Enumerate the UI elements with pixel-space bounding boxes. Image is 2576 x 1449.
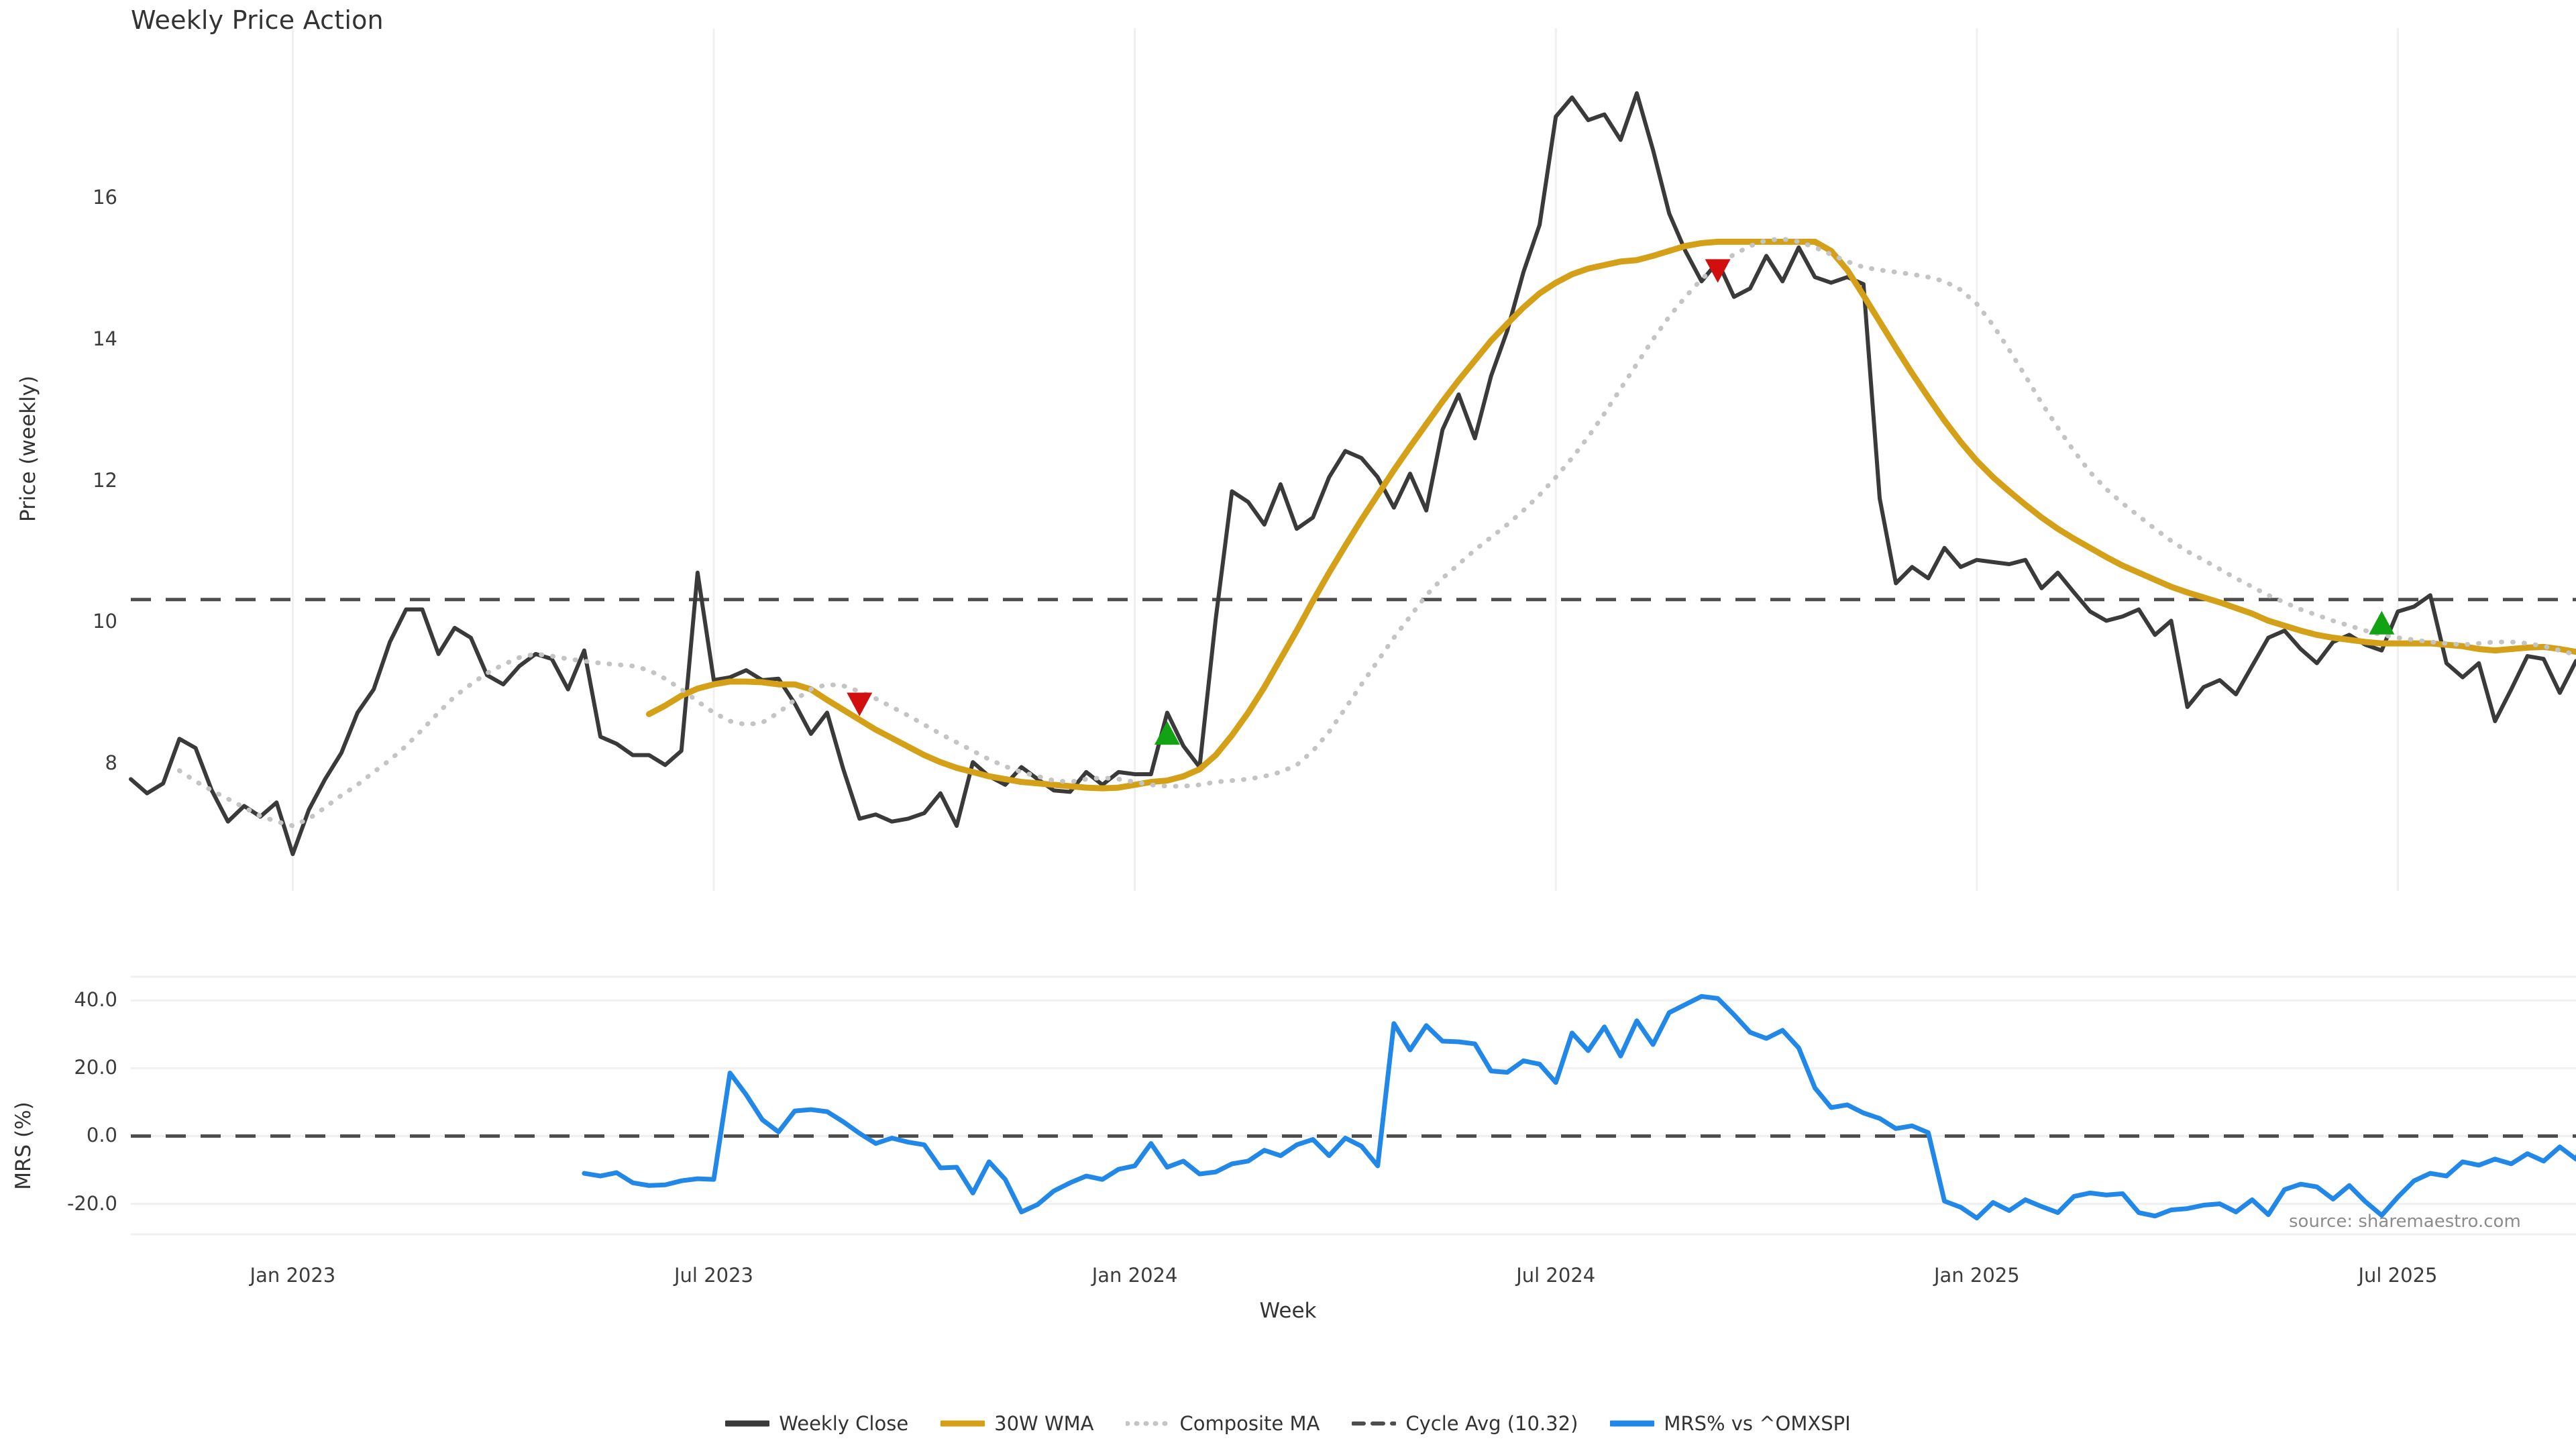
sell-marker-0 [847, 692, 873, 716]
price-panel-ytick-2: 12 [93, 468, 117, 492]
legend-swatch-icon [1352, 1415, 1397, 1432]
legend-swatch-icon [941, 1415, 985, 1432]
buy-marker-1 [1154, 720, 1180, 745]
price-panel-ytick-1: 10 [93, 610, 117, 633]
price-panel-ytick-3: 14 [93, 327, 117, 350]
chart-legend: Weekly Close 30W WMA Composite MA Cycle Avg… [0, 1412, 2576, 1435]
series-30w-wma [645, 238, 2576, 792]
series-mrs-vs-omxspi [582, 994, 2576, 1221]
buy-marker-3 [2369, 610, 2395, 635]
x-axis-label: Week [1259, 1299, 1317, 1323]
mrs-panel-ytick-1: 0.0 [86, 1124, 117, 1147]
legend-swatch-icon [1610, 1415, 1655, 1432]
legend-swatch-icon [1126, 1415, 1171, 1432]
legend-label: 30W WMA [994, 1412, 1094, 1435]
xtick-4: Jan 2025 [1933, 1264, 2020, 1287]
series-weekly-close [129, 91, 2576, 857]
source-watermark: source: sharemaestro.com [2289, 1212, 2521, 1232]
legend-swatch-icon [725, 1415, 770, 1432]
legend-label: Composite MA [1179, 1412, 1320, 1435]
legend-label: Weekly Close [779, 1412, 909, 1435]
legend-item-weekly-close[interactable]: Weekly Close [725, 1412, 908, 1435]
price-panel [129, 28, 2576, 891]
xtick-0: Jan 2023 [250, 1264, 336, 1287]
page-title: Weekly Price Action [131, 5, 384, 35]
xtick-5: Jul 2025 [2358, 1264, 2438, 1287]
mrs-panel [131, 975, 2576, 1236]
legend-label: MRS% vs ^OMXSPI [1664, 1412, 1851, 1435]
sell-marker-2 [1705, 259, 1731, 283]
legend-item-composite-ma[interactable]: Composite MA [1126, 1412, 1320, 1435]
mrs-panel-ytick-3: 40.0 [74, 988, 117, 1012]
series-composite-ma [176, 236, 2576, 828]
mrs-panel-ytick-2: 20.0 [74, 1056, 117, 1079]
legend-item-30w-wma[interactable]: 30W WMA [941, 1412, 1093, 1435]
price-panel-ytick-4: 16 [93, 185, 117, 209]
legend-item-mrs-vs-omxspi[interactable]: MRS% vs ^OMXSPI [1610, 1412, 1851, 1435]
legend-label: Cycle Avg (10.32) [1405, 1412, 1578, 1435]
price-axis-label: Price (weekly) [16, 375, 40, 522]
price-panel-ytick-0: 8 [105, 751, 117, 775]
legend-item-cycle-avg-10-32-[interactable]: Cycle Avg (10.32) [1352, 1412, 1578, 1435]
mrs-panel-ytick-0: -20.0 [66, 1191, 117, 1215]
xtick-1: Jul 2023 [674, 1264, 753, 1287]
xtick-2: Jan 2024 [1091, 1264, 1178, 1287]
xtick-3: Jul 2024 [1516, 1264, 1596, 1287]
